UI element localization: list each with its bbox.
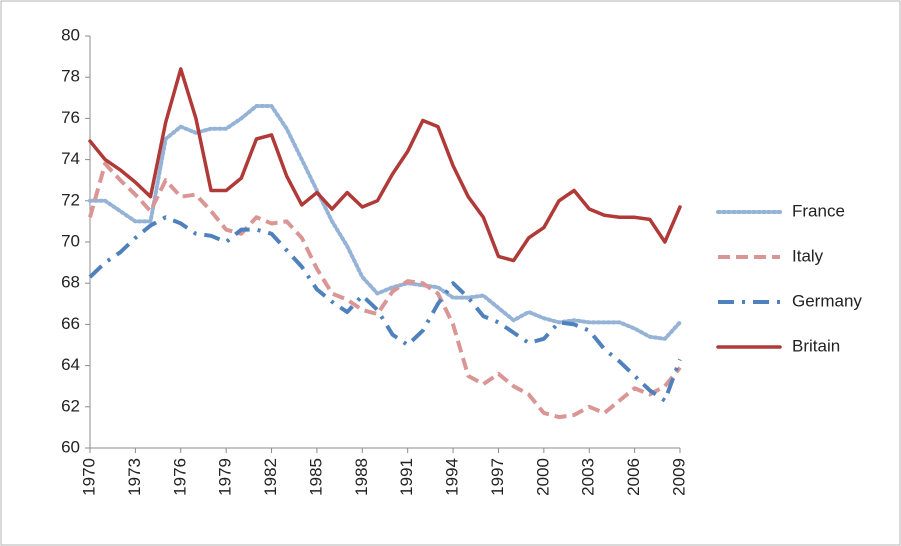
legend-label: France — [792, 201, 845, 220]
x-tick-label: 2000 — [533, 458, 552, 496]
x-tick-label: 1985 — [306, 458, 325, 496]
y-tick-label: 64 — [61, 355, 80, 374]
x-tick-label: 1994 — [443, 458, 462, 496]
x-tick-label: 1988 — [352, 458, 371, 496]
legend-label: Germany — [792, 291, 862, 310]
x-tick-label: 1979 — [216, 458, 235, 496]
y-tick-label: 66 — [61, 314, 80, 333]
legend-label: Britain — [792, 336, 840, 355]
series-line — [88, 104, 682, 341]
x-tick-label: 2009 — [669, 458, 688, 496]
y-tick-label: 60 — [61, 437, 80, 456]
x-tick-label: 1991 — [397, 458, 416, 496]
x-tick-label: 1970 — [79, 458, 98, 496]
y-tick-label: 80 — [61, 25, 80, 44]
y-tick-label: 78 — [61, 67, 80, 86]
x-tick-label: 2003 — [579, 458, 598, 496]
y-tick-label: 74 — [61, 149, 80, 168]
y-tick-label: 62 — [61, 396, 80, 415]
y-tick-label: 68 — [61, 273, 80, 292]
y-tick-label: 70 — [61, 231, 80, 250]
y-tick-label: 76 — [61, 108, 80, 127]
x-tick-label: 1982 — [261, 458, 280, 496]
x-tick-label: 1973 — [125, 458, 144, 496]
x-tick-label: 1976 — [170, 458, 189, 496]
x-tick-label: 1997 — [488, 458, 507, 496]
y-tick-label: 72 — [61, 190, 80, 209]
x-tick-label: 2006 — [624, 458, 643, 496]
legend-label: Italy — [792, 246, 824, 265]
series-line — [88, 67, 682, 263]
series-line — [88, 161, 682, 420]
